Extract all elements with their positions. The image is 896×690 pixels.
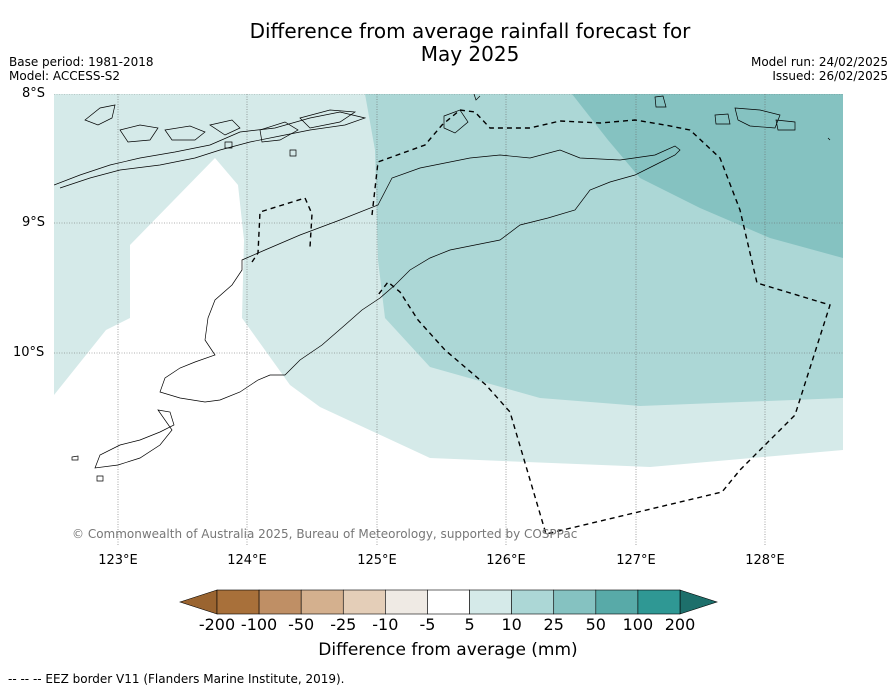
- colorbar-tick-label: 10: [501, 615, 522, 634]
- colorbar-cell: [427, 589, 470, 615]
- colorbar-tick-label: -200: [198, 615, 236, 634]
- colorbar-cell: [342, 589, 386, 615]
- colorbar-tick-label: 50: [585, 615, 606, 634]
- title-line-1: Difference from average rainfall forecas…: [249, 19, 691, 43]
- lon-label-128e: 128°E: [745, 553, 785, 568]
- lon-label-124e: 124°E: [227, 553, 267, 568]
- colorbar-tick-label: 200: [664, 615, 696, 634]
- colorbar-tick-label: 25: [543, 615, 564, 634]
- colorbar-under-arrow: [179, 589, 218, 615]
- colorbar-cell: [595, 589, 639, 615]
- colorbar-tick-label: 100: [622, 615, 654, 634]
- colorbar-cell: [300, 589, 344, 615]
- colorbar-cell: [469, 589, 512, 615]
- copyright-text: © Commonwealth of Australia 2025, Bureau…: [72, 527, 578, 541]
- colorbar-tick-label: 5: [464, 615, 475, 634]
- lon-label-127e: 127°E: [616, 553, 656, 568]
- colorbar-cell: [216, 589, 260, 615]
- base-period-label: Base period: 1981-2018: [9, 55, 154, 69]
- colorbar-cell: [553, 589, 597, 615]
- eez-legend-note: -- -- -- EEZ border V11 (Flanders Marine…: [8, 672, 345, 686]
- model-label: Model: ACCESS-S2: [9, 69, 121, 83]
- anomaly-25-50-region: [572, 94, 843, 258]
- colorbar-cell: [385, 589, 428, 615]
- lon-label-125e: 125°E: [357, 553, 397, 568]
- colorbar-cell: [258, 589, 302, 615]
- colorbar-tick-label: -25: [330, 615, 357, 634]
- colorbar-title: Difference from average (mm): [318, 640, 578, 660]
- colorbar-tick-label: -50: [288, 615, 315, 634]
- colorbar-cell: [637, 589, 681, 615]
- coastlines: [54, 94, 831, 482]
- lat-label-8s: 8°S: [22, 86, 46, 101]
- lat-label-10s: 10°S: [13, 345, 45, 360]
- colorbar-tick-label: -5: [419, 615, 436, 634]
- model-run-label: Model run: 24/02/2025: [750, 55, 888, 69]
- title-line-2: May 2025: [420, 42, 520, 66]
- lon-label-126e: 126°E: [486, 553, 526, 568]
- colorbar-cell: [511, 589, 555, 615]
- lon-label-123e: 123°E: [98, 553, 138, 568]
- issued-label: Issued: 26/02/2025: [772, 69, 888, 83]
- colorbar-tick-label: -10: [372, 615, 399, 634]
- eez-border: [251, 109, 831, 535]
- colorbar: [179, 589, 718, 615]
- colorbar-over-arrow: [679, 589, 718, 615]
- colorbar-tick-label: -100: [240, 615, 278, 634]
- lat-label-9s: 9°S: [22, 215, 46, 230]
